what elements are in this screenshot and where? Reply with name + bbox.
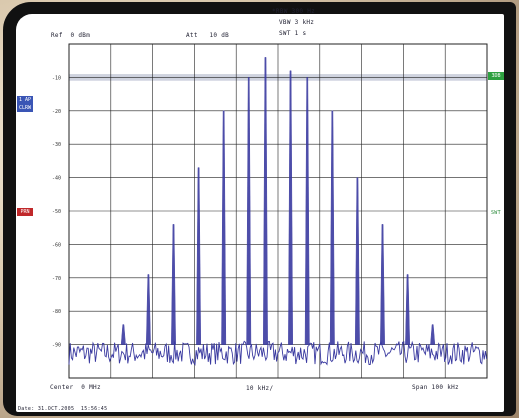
y-tick-label: -40: [52, 176, 61, 182]
y-tick-label: -20: [52, 109, 61, 115]
ref-level: Ref 0 dBm: [51, 32, 91, 39]
trace-mode-badge: 1 AP CLRW: [17, 96, 33, 112]
prn-badge: PRN: [17, 208, 33, 216]
spectrum-spike: [145, 274, 151, 345]
spectrum-trace: [68, 57, 488, 366]
spectrum-spike: [246, 77, 252, 345]
center-frequency: Center 0 MHz: [50, 384, 101, 391]
timestamp: Date: 31.OCT.2005 15:56:45: [18, 406, 108, 412]
spectrum-spike: [329, 110, 335, 345]
3db-badge: 3DB: [488, 72, 504, 80]
y-tick-label: -30: [52, 142, 61, 148]
spectrum-spike: [288, 70, 293, 345]
spectrum-spike: [221, 110, 227, 345]
vbw-label: VBW 3 kHz: [279, 19, 315, 26]
y-tick-label: -80: [52, 309, 61, 315]
y-tick-label: -60: [52, 242, 61, 248]
spectrum-spike: [196, 167, 202, 345]
swt-side-label: SWT: [491, 210, 501, 216]
spectrum-spike: [304, 77, 310, 345]
rbw-label: *RBW 300 Hz: [272, 8, 316, 15]
attenuation: Att 10 dB: [186, 32, 230, 39]
spectrum-spike: [380, 224, 385, 345]
spectrum-spike: [354, 177, 360, 345]
noise-floor-trace: [68, 340, 488, 366]
spectrum-spike: [120, 324, 126, 345]
span-per-div: 10 kHz/: [246, 385, 274, 392]
grid-lines: [68, 43, 488, 379]
spectrum-spike: [171, 224, 176, 345]
swt-label: SWT 1 s: [279, 30, 307, 37]
y-tick-label: -70: [52, 276, 61, 282]
spectrum-spike: [430, 324, 436, 345]
y-tick-label: -50: [52, 209, 61, 215]
y-tick-labels: -10 -20 -30 -40 -50 -60 -70 -80 -90: [52, 75, 61, 348]
spectrum-spike: [263, 57, 268, 345]
spectrum-spike: [405, 274, 411, 345]
y-tick-label: -90: [52, 343, 61, 349]
y-tick-label: -10: [52, 75, 61, 81]
span-label: Span 100 kHz: [412, 384, 459, 391]
